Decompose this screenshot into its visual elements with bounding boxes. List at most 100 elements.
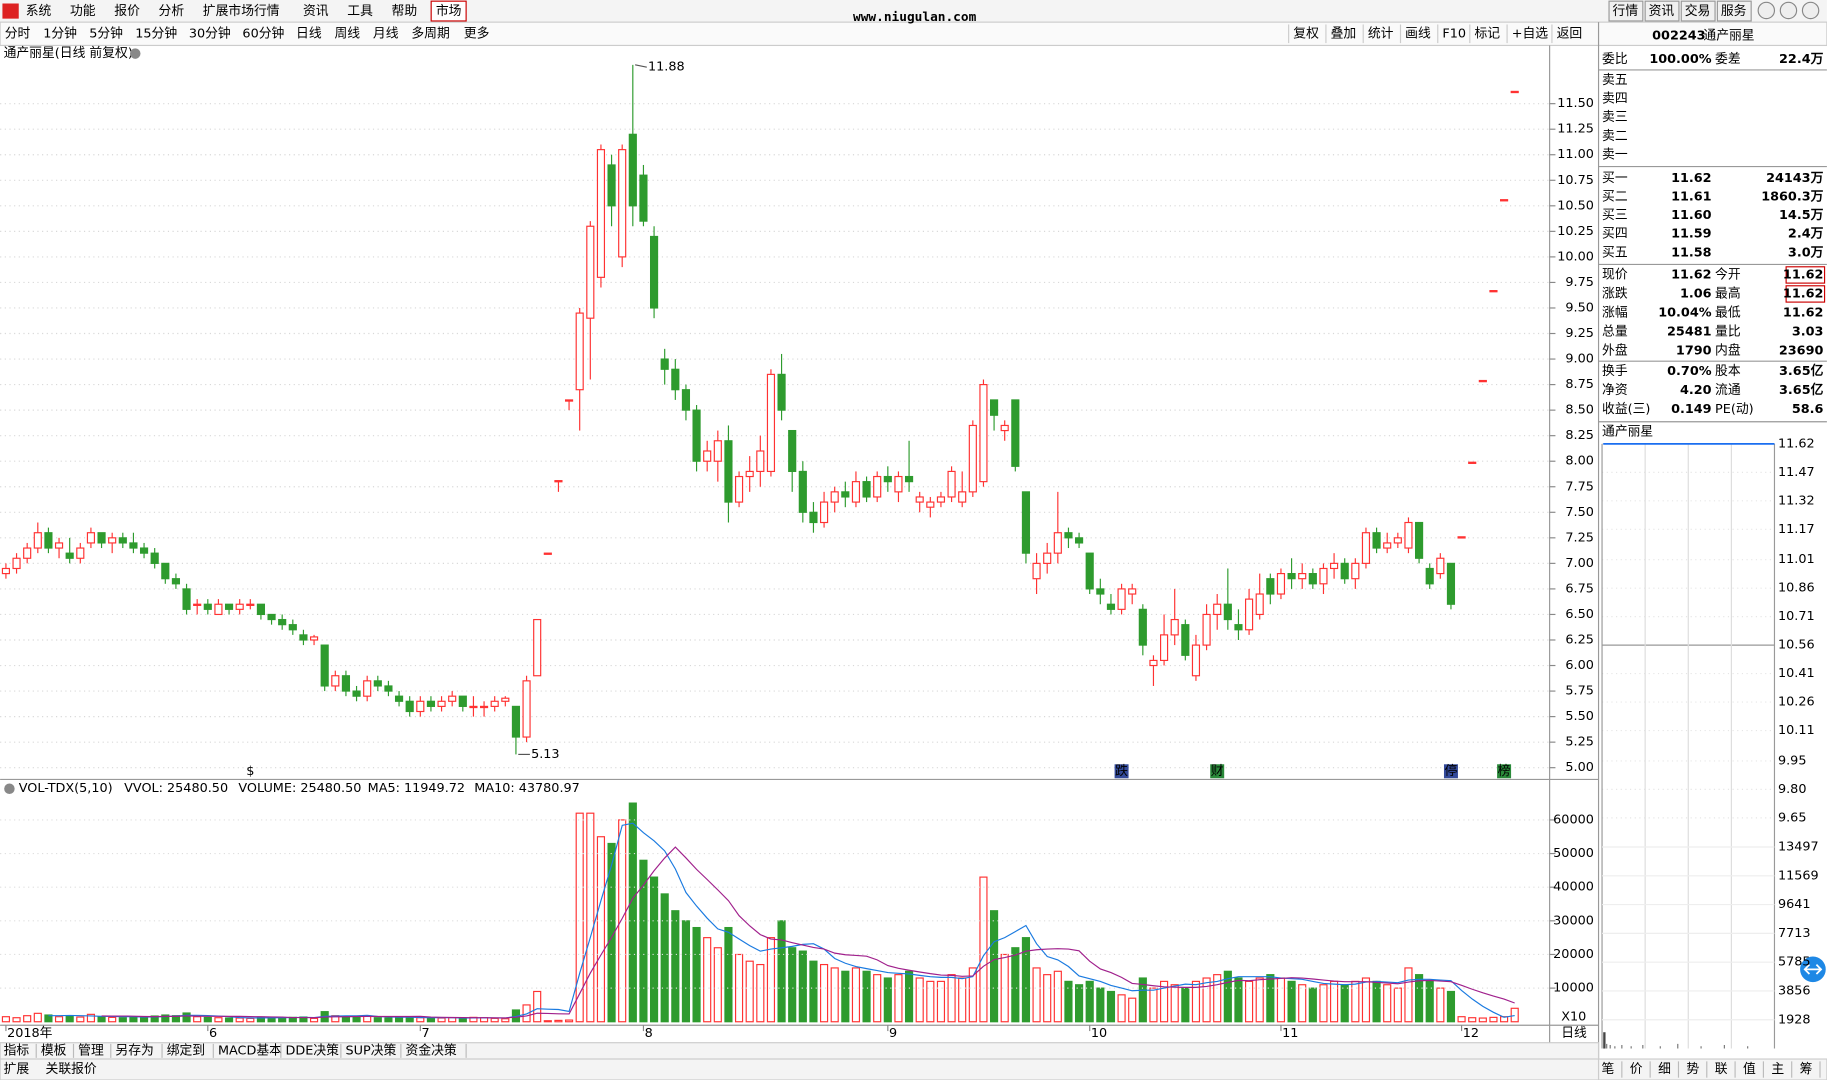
menu-item[interactable]: 扩展市场行情 — [203, 3, 280, 19]
bottom-tab[interactable]: 绑定到 — [167, 1043, 205, 1058]
event-marker[interactable]: $ — [246, 764, 254, 779]
volume-bar — [1043, 974, 1052, 1023]
window-button[interactable]: 行情 — [1613, 4, 1639, 19]
menu-item[interactable]: 系统 — [26, 4, 52, 19]
event-marker[interactable]: 跌 — [1115, 763, 1128, 779]
candle-body — [724, 440, 733, 503]
period-tab[interactable]: 更多 — [464, 26, 490, 41]
bottom-tab[interactable]: 指标 — [4, 1043, 30, 1058]
period-tab[interactable]: 日线 — [296, 26, 322, 41]
volume-bar — [33, 1012, 42, 1023]
intraday-tab[interactable]: 联 — [1715, 1062, 1728, 1077]
x-tick-label: 11 — [1282, 1026, 1298, 1041]
window-button[interactable]: 资讯 — [1649, 4, 1675, 19]
intraday-tab[interactable]: 价 — [1630, 1062, 1643, 1077]
y-tick-label: 9.50 — [1565, 300, 1594, 315]
candle-body — [1436, 557, 1445, 575]
bottom-tab[interactable]: 管理 — [78, 1043, 104, 1058]
tool-button[interactable]: 叠加 — [1331, 26, 1357, 41]
window-button-bg[interactable] — [1680, 0, 1716, 22]
bid-volume: 3.0万 — [1788, 245, 1824, 260]
tool-button[interactable]: F10 — [1442, 26, 1466, 41]
period-tab[interactable]: 月线 — [373, 26, 399, 41]
period-tab[interactable]: 周线 — [334, 26, 360, 41]
period-tab[interactable]: 30分钟 — [189, 25, 231, 41]
period-tab[interactable]: 1分钟 — [43, 25, 77, 41]
period-tab[interactable]: 60分钟 — [242, 25, 284, 41]
volume-bar — [692, 926, 701, 1023]
period-tab[interactable]: 15分钟 — [135, 25, 177, 41]
stock-name: 通产丽星 — [1703, 29, 1754, 44]
intraday-tab[interactable]: 主 — [1771, 1062, 1784, 1077]
min-btn[interactable] — [1757, 1, 1776, 20]
event-box[interactable] — [1497, 764, 1512, 779]
volume-bar — [533, 990, 542, 1023]
candle-body — [1361, 532, 1371, 564]
intraday-tab[interactable]: 值 — [1743, 1061, 1756, 1077]
volume-bar — [1106, 990, 1116, 1023]
candle-body — [1510, 90, 1519, 94]
menu-item[interactable]: 资讯 — [303, 4, 329, 19]
tool-button[interactable]: 统计 — [1368, 26, 1394, 41]
window-button-bg[interactable] — [1644, 0, 1680, 22]
volume-bar — [108, 1016, 117, 1023]
volume-dropdown[interactable] — [4, 783, 15, 794]
max-btn[interactable] — [1779, 1, 1798, 20]
event-box[interactable] — [1114, 764, 1129, 779]
footer-item[interactable]: 关联报价 — [46, 1062, 97, 1077]
event-marker[interactable]: 榜 — [1498, 763, 1511, 779]
event-box[interactable] — [1443, 764, 1458, 779]
tool-button[interactable]: +自选 — [1512, 26, 1549, 41]
period-tab[interactable]: 多周期 — [411, 26, 449, 41]
tool-button[interactable]: 复权 — [1293, 25, 1319, 41]
candle-body — [416, 700, 425, 713]
candle-body — [171, 578, 181, 585]
window-controls[interactable] — [1757, 1, 1820, 20]
candle-body — [883, 475, 892, 483]
intraday-tab[interactable]: 细 — [1658, 1062, 1671, 1077]
bottom-tab[interactable]: MACD基本 — [218, 1043, 282, 1058]
close-btn[interactable] — [1801, 1, 1820, 20]
bottom-tab[interactable]: SUP决策 — [346, 1042, 397, 1058]
tool-button[interactable]: 画线 — [1405, 26, 1431, 41]
bid-volume: 1860.3万 — [1761, 189, 1823, 204]
market-tab[interactable]: 市场 — [436, 3, 462, 19]
y-tick-label: 11.25 — [1557, 122, 1594, 137]
candle-body — [1106, 603, 1116, 610]
event-marker[interactable]: 停 — [1445, 763, 1458, 779]
tool-button[interactable]: 标记 — [1474, 26, 1500, 41]
window-button[interactable]: 服务 — [1721, 3, 1747, 19]
menu-item[interactable]: 帮助 — [392, 4, 418, 19]
volume-bar — [54, 1016, 64, 1023]
menu-item[interactable]: 报价 — [114, 4, 140, 19]
bottom-tab[interactable]: 模板 — [41, 1043, 67, 1058]
intraday-tab[interactable]: 势 — [1686, 1061, 1699, 1077]
volume-bar — [1213, 974, 1222, 1023]
menu-item[interactable]: 功能 — [70, 4, 96, 19]
title-dropdown[interactable] — [130, 48, 141, 59]
candle-body — [1340, 562, 1349, 580]
candle-body — [23, 547, 32, 559]
event-box[interactable] — [1210, 764, 1225, 779]
bottom-tab[interactable]: 资金决策 — [406, 1042, 457, 1058]
volume-bar — [1096, 987, 1105, 1023]
period-tab[interactable]: 分时 — [5, 26, 31, 41]
period-tab[interactable]: 5分钟 — [89, 25, 123, 41]
intraday-tab[interactable]: 笔 — [1601, 1061, 1614, 1077]
quote-value: 11.62 — [1671, 267, 1711, 282]
event-marker[interactable]: 财 — [1211, 764, 1224, 779]
window-button-bg[interactable] — [1608, 0, 1644, 22]
window-button[interactable]: 交易 — [1685, 3, 1711, 19]
bid-volume: 24143万 — [1766, 171, 1824, 186]
intraday-tab[interactable]: 筹 — [1800, 1061, 1813, 1077]
tool-button[interactable]: 返回 — [1557, 26, 1583, 41]
bottom-tab[interactable]: 另存为 — [115, 1043, 153, 1058]
candle-body — [575, 312, 584, 391]
bottom-tab[interactable]: DDE决策 — [286, 1042, 340, 1058]
window-button-bg[interactable] — [1716, 0, 1752, 22]
volume-bar — [851, 967, 861, 1023]
volume-bar — [1000, 953, 1009, 1023]
menu-item[interactable]: 分析 — [159, 4, 185, 19]
footer-item[interactable]: 扩展 — [4, 1062, 30, 1077]
menu-item[interactable]: 工具 — [347, 4, 373, 19]
